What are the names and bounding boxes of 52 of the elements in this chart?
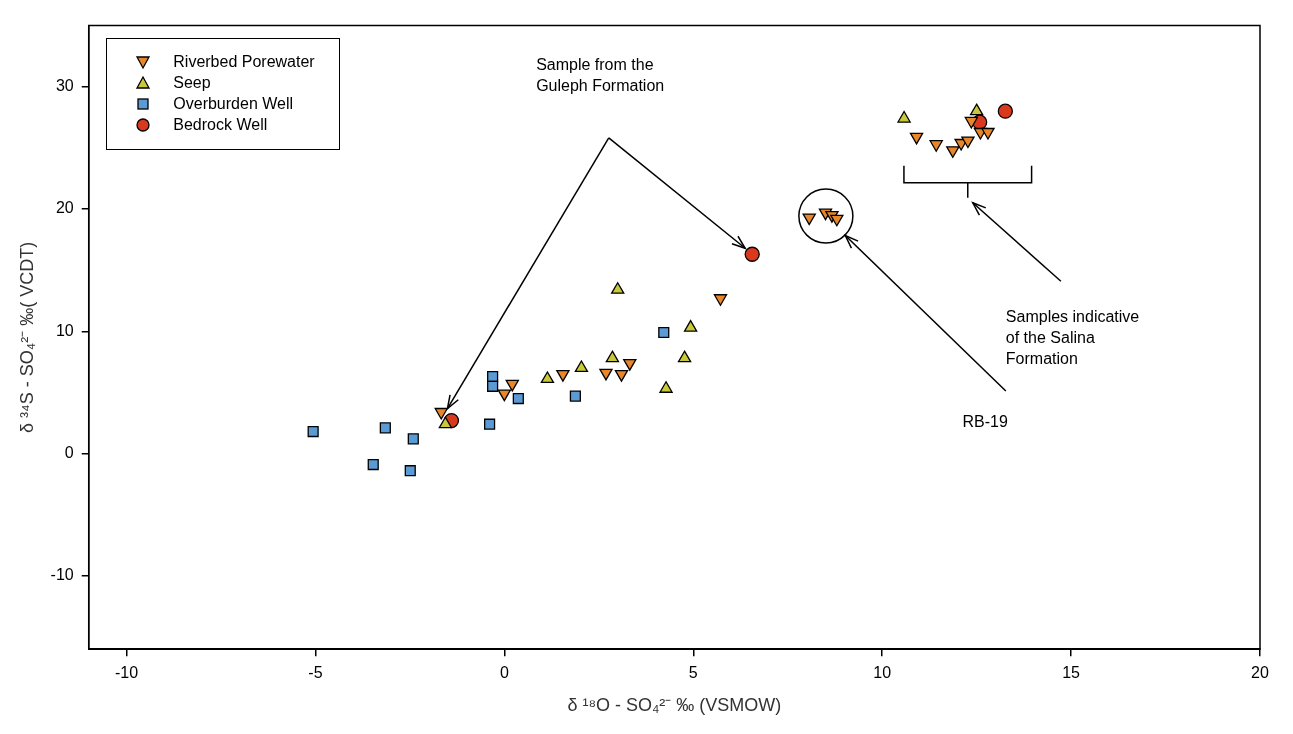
point (379, 422, 391, 434)
y-tick-label: 0 (64, 443, 74, 461)
point (658, 326, 670, 339)
point (614, 369, 629, 382)
point (946, 146, 960, 158)
x-tick-label: 10 (873, 664, 892, 682)
point (981, 127, 995, 140)
point (556, 369, 570, 382)
point (574, 360, 589, 373)
point (505, 379, 519, 392)
x-tick-label: -10 (114, 664, 139, 682)
y-tick-label: -10 (50, 566, 74, 584)
point (909, 132, 924, 145)
point (964, 116, 979, 129)
point (487, 380, 499, 392)
point (540, 371, 555, 384)
point (599, 368, 613, 381)
point (961, 136, 975, 149)
point (713, 294, 728, 306)
legend-label: Seep (173, 73, 211, 92)
point (438, 416, 453, 429)
y-tick-label: 10 (55, 321, 74, 339)
point (407, 433, 419, 445)
point (367, 458, 379, 471)
legend-label: Bedrock Well (173, 115, 268, 134)
point (569, 390, 581, 402)
x-tick-label: 15 (1062, 664, 1081, 682)
annotation: Sample from the Guleph Formation (536, 54, 666, 96)
point (497, 389, 512, 402)
point (802, 213, 816, 226)
point (404, 465, 416, 477)
point (434, 407, 448, 420)
point (307, 425, 319, 438)
x-tick-label: -5 (308, 664, 323, 682)
point (929, 140, 943, 152)
x-tick-label: 0 (499, 664, 509, 682)
y-axis-title: δ ³⁴S - SO₄²⁻ ‰( VCDT) (16, 241, 37, 433)
point (512, 392, 524, 405)
y-tick-label: 20 (55, 199, 74, 217)
point (997, 103, 1013, 119)
legend-label: Riverbed Porewater (173, 52, 315, 71)
point (623, 358, 637, 371)
x-axis-title: δ ¹⁸O - SO₄²⁻ ‰ (VSMOW) (567, 695, 782, 716)
y-tick-label: 30 (55, 77, 74, 95)
annotation: Samples indicative of the Salina Formation (1005, 307, 1141, 370)
point (744, 246, 760, 262)
legend-label: Overburden Well (173, 94, 294, 113)
point (830, 214, 844, 227)
x-tick-label: 20 (1251, 664, 1269, 682)
x-tick-label: 5 (688, 664, 698, 682)
annotation: RB-19 (962, 412, 1009, 432)
point (484, 418, 496, 430)
